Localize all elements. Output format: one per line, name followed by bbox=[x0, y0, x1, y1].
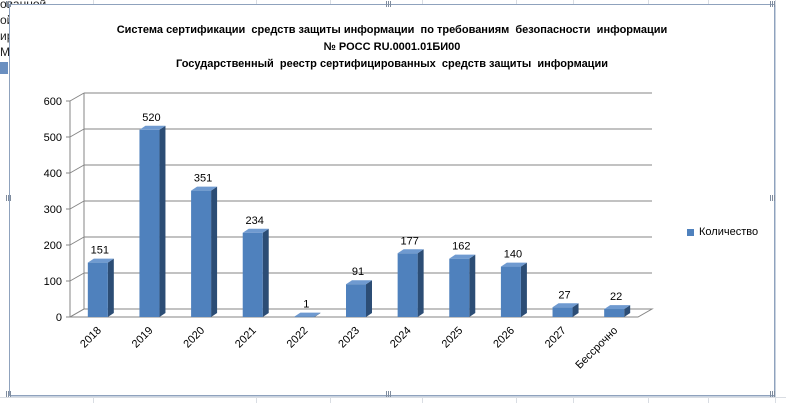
bar-top bbox=[242, 228, 269, 233]
x-tick-label: 2018 bbox=[78, 325, 104, 351]
resize-handle-left[interactable] bbox=[6, 195, 12, 201]
chart-title-line: Система сертификации средств защиты инфо… bbox=[116, 24, 668, 36]
bar-top bbox=[294, 312, 321, 317]
data-label: 140 bbox=[504, 249, 522, 261]
data-label: 351 bbox=[194, 173, 212, 185]
data-label: 1 bbox=[303, 299, 309, 311]
bar-side bbox=[366, 280, 372, 317]
y-tick-label: 200 bbox=[44, 240, 62, 252]
y-tick-label: 400 bbox=[44, 168, 62, 180]
resize-handle-right[interactable] bbox=[770, 195, 776, 201]
gridline-side bbox=[69, 272, 85, 282]
gridline-side bbox=[69, 92, 85, 102]
resize-handle-top-right[interactable] bbox=[770, 1, 776, 7]
sheet-cell-text[interactable]: M bbox=[0, 45, 10, 59]
bar-side bbox=[469, 254, 476, 317]
resize-handle-bottom[interactable] bbox=[386, 391, 392, 397]
bar-side bbox=[159, 125, 166, 317]
bar bbox=[139, 129, 160, 317]
x-tick-label: 2020 bbox=[181, 325, 207, 351]
legend-swatch bbox=[687, 228, 694, 236]
bar bbox=[191, 190, 212, 317]
bar-top bbox=[604, 305, 631, 310]
gridline-side bbox=[69, 236, 85, 246]
bar-top bbox=[139, 125, 166, 130]
chart-object[interactable]: Система сертификации средств защиты инфо… bbox=[6, 1, 776, 397]
bar-side bbox=[624, 305, 631, 317]
bar bbox=[294, 316, 315, 318]
bar bbox=[346, 284, 366, 317]
plot-area: 0 100 200 300 400 500 600 151 2018 520 2019 351 2020… bbox=[44, 92, 654, 372]
x-tick-label: 2022 bbox=[285, 325, 311, 351]
bar bbox=[449, 258, 470, 317]
bar-top bbox=[397, 249, 424, 254]
y-tick-label: 300 bbox=[44, 204, 62, 216]
sheet-column-line bbox=[775, 0, 776, 403]
bar bbox=[397, 253, 418, 317]
bar bbox=[242, 232, 263, 317]
data-label: 162 bbox=[452, 241, 470, 253]
y-tick-label: 600 bbox=[44, 96, 62, 108]
data-label: 151 bbox=[91, 245, 109, 257]
x-tick-label: 2025 bbox=[440, 325, 466, 351]
resize-handle-bottom-left[interactable] bbox=[6, 391, 12, 397]
bar bbox=[500, 266, 521, 317]
bar-side bbox=[262, 228, 269, 317]
gridline-side bbox=[69, 164, 85, 174]
data-label: 520 bbox=[142, 112, 160, 124]
data-label: 27 bbox=[558, 289, 570, 301]
legend-label: Количество bbox=[699, 226, 759, 238]
sheet-row-line bbox=[0, 397, 786, 398]
resize-handle-top-left[interactable] bbox=[6, 1, 12, 7]
chart-title-line: № РОСС RU.0001.01БИ00 bbox=[323, 41, 461, 53]
x-tick-label: 2026 bbox=[491, 325, 517, 351]
x-tick-label: 2019 bbox=[130, 325, 156, 351]
bar-side bbox=[314, 312, 321, 318]
bar bbox=[87, 262, 108, 317]
x-tick-label: Бессрочно bbox=[573, 325, 620, 372]
gridline-side bbox=[69, 128, 85, 138]
bar-top bbox=[449, 254, 476, 259]
data-label: 91 bbox=[352, 266, 364, 278]
chart-title: Система сертификации средств защиты инфо… bbox=[10, 22, 774, 73]
bar bbox=[552, 307, 573, 317]
chart-title-line: Государственный реестр сертифицированных… bbox=[176, 58, 608, 70]
bar bbox=[604, 309, 625, 317]
y-tick-label: 100 bbox=[44, 276, 62, 288]
row-selection-marker bbox=[0, 62, 8, 74]
x-tick-label: 2027 bbox=[543, 325, 569, 351]
gridline-side bbox=[69, 200, 85, 210]
bar-top bbox=[500, 262, 527, 267]
y-tick-label: 500 bbox=[44, 132, 62, 144]
x-tick-label: 2023 bbox=[336, 325, 362, 351]
y-tick-label: 0 bbox=[56, 312, 62, 324]
resize-handle-bottom-right[interactable] bbox=[770, 391, 776, 397]
x-tick-label: 2024 bbox=[388, 325, 414, 351]
bar-top bbox=[552, 303, 579, 308]
bar-side bbox=[107, 258, 114, 317]
legend: Количество bbox=[687, 226, 758, 238]
x-tick-label: 2021 bbox=[233, 325, 259, 351]
bar-top bbox=[346, 280, 372, 285]
bar-side bbox=[572, 303, 579, 317]
bar-top bbox=[87, 258, 114, 263]
bar-side bbox=[417, 249, 424, 317]
data-label: 234 bbox=[246, 215, 264, 227]
data-label: 177 bbox=[400, 235, 418, 247]
gridline-side bbox=[69, 308, 85, 318]
resize-handle-top[interactable] bbox=[386, 1, 392, 7]
bar-side bbox=[520, 262, 527, 317]
bar-top bbox=[191, 186, 218, 191]
bar-side bbox=[211, 186, 218, 317]
data-label: 22 bbox=[610, 291, 622, 303]
